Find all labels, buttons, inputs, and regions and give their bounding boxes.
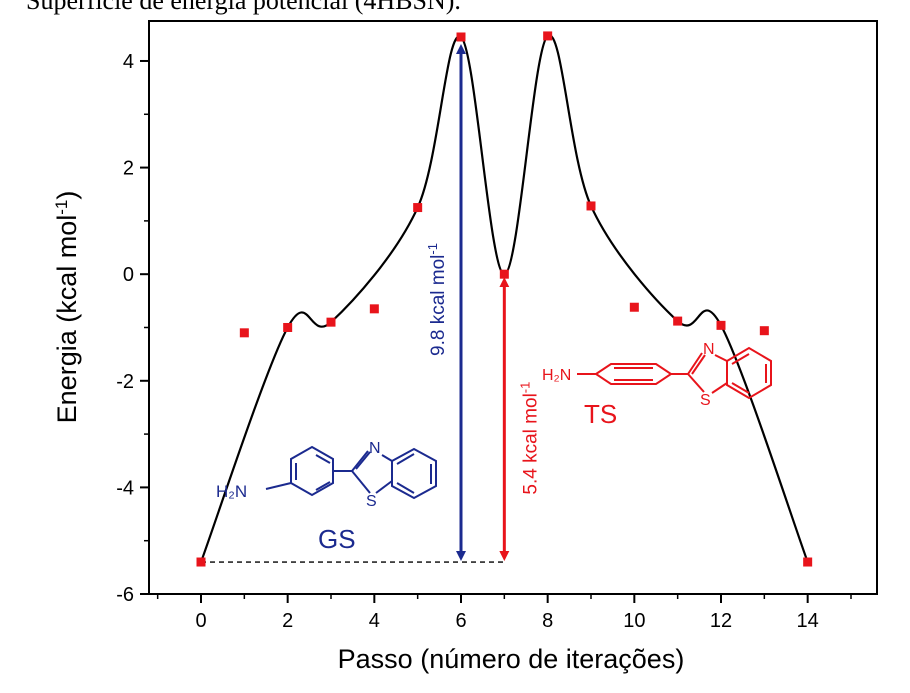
- data-point: [413, 203, 423, 213]
- gs-amine-group: H₂N: [216, 482, 247, 501]
- data-point: [196, 557, 206, 567]
- ts-label: TS: [584, 399, 617, 429]
- data-point: [326, 317, 336, 327]
- x-tick-label: 4: [369, 610, 380, 632]
- figure-caption: Superfície de energia potencial (4HBSN).: [26, 0, 461, 15]
- data-point: [803, 557, 813, 567]
- axis-ticks: [140, 59, 852, 603]
- data-point: [586, 201, 596, 211]
- ts-nitrogen-atom: N: [703, 341, 715, 358]
- y-tick-label: 0: [123, 264, 134, 286]
- data-point: [369, 304, 379, 314]
- data-point: [456, 32, 466, 42]
- data-point: [239, 328, 249, 338]
- data-point: [499, 269, 509, 279]
- y-axis-title-sup: -1: [52, 200, 71, 215]
- x-tick-label: 14: [797, 610, 819, 632]
- x-tick-label: 0: [195, 610, 206, 632]
- ts-sulfur-atom: S: [700, 392, 711, 409]
- data-point: [283, 322, 293, 332]
- ts-amine-group: H₂N: [542, 367, 571, 384]
- x-tick-label: 8: [542, 610, 553, 632]
- data-point: [543, 31, 553, 41]
- data-point: [716, 320, 726, 330]
- y-axis-title: Energia (kcal mol-1): [52, 191, 83, 424]
- ts-energy-label: 5.4 kcal mol-1: [517, 382, 542, 495]
- x-axis-title: Passo (número de iterações): [338, 644, 685, 674]
- x-tick-label: 6: [455, 610, 466, 632]
- gs-label: GS: [318, 524, 356, 554]
- y-tick-label: 4: [123, 51, 134, 73]
- data-points: [196, 31, 813, 567]
- gs-sulfur-atom: S: [366, 493, 377, 510]
- gs-molecule-structure: [265, 445, 437, 500]
- x-tick-label: 10: [623, 610, 645, 632]
- ts-molecule-structure: [577, 346, 772, 400]
- gs-nitrogen-atom: N: [369, 440, 381, 457]
- y-tick-label: -6: [116, 584, 134, 606]
- x-tick-label: 12: [710, 610, 732, 632]
- y-tick-label: -2: [116, 371, 134, 393]
- plot-frame: [148, 20, 878, 595]
- data-point: [629, 302, 639, 312]
- y-tick-label: -4: [116, 477, 134, 499]
- y-tick-label: 2: [123, 158, 134, 180]
- data-point: [673, 316, 683, 326]
- tick-labels: 0 2 4 6 8 10 12 14 -6 -4 -2 0 2 4: [116, 51, 819, 632]
- gs-energy-label: 9.8 kcal mol-1: [425, 243, 450, 356]
- data-point: [759, 326, 769, 336]
- x-tick-label: 2: [282, 610, 293, 632]
